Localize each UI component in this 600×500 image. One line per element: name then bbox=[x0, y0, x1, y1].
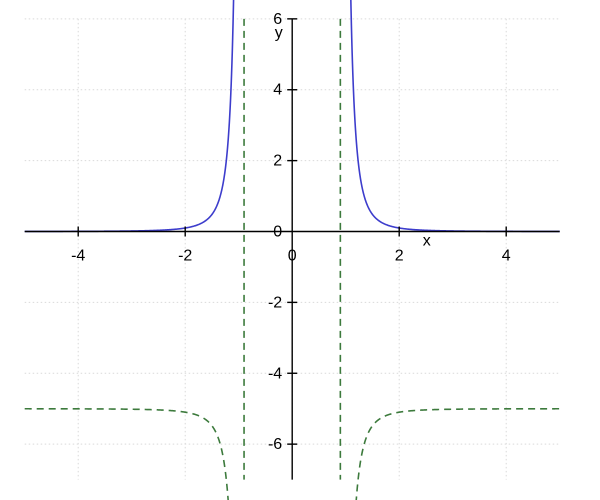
svg-text:-2: -2 bbox=[268, 294, 282, 311]
svg-text:0: 0 bbox=[288, 248, 297, 265]
svg-text:-6: -6 bbox=[268, 436, 282, 453]
svg-text:4: 4 bbox=[273, 82, 282, 99]
svg-text:0: 0 bbox=[273, 224, 282, 241]
svg-text:-4: -4 bbox=[268, 365, 282, 382]
svg-text:x: x bbox=[423, 233, 431, 250]
svg-text:2: 2 bbox=[273, 153, 282, 170]
svg-text:-4: -4 bbox=[71, 248, 85, 265]
svg-text:y: y bbox=[275, 24, 283, 41]
svg-text:4: 4 bbox=[502, 248, 511, 265]
svg-text:-2: -2 bbox=[178, 248, 192, 265]
svg-text:2: 2 bbox=[395, 248, 404, 265]
